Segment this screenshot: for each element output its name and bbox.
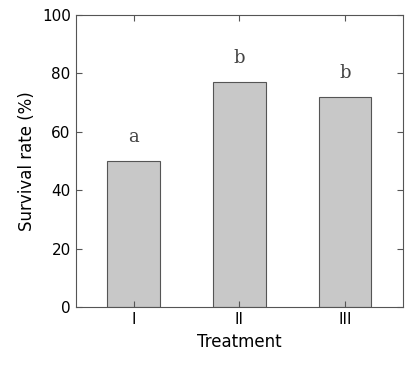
Bar <box>107 161 160 307</box>
Text: b: b <box>234 50 245 67</box>
Bar <box>319 97 372 307</box>
Text: a: a <box>129 128 139 146</box>
Text: b: b <box>339 64 351 82</box>
Bar <box>213 82 266 307</box>
X-axis label: Treatment: Treatment <box>197 333 282 350</box>
Y-axis label: Survival rate (%): Survival rate (%) <box>18 91 36 231</box>
